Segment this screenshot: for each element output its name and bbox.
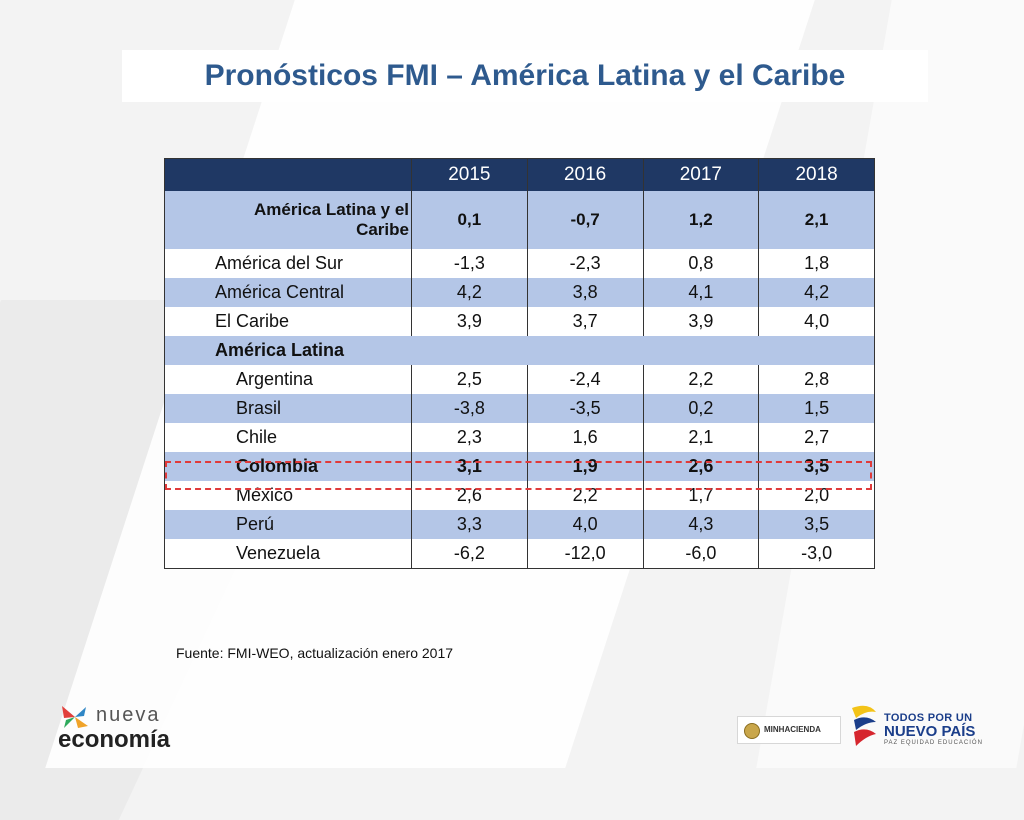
cell-value: 3,7: [526, 307, 643, 336]
row-label: Brasil: [164, 394, 412, 423]
table-row: Chile 2,3 1,6 2,1 2,7: [165, 423, 875, 452]
cell-value: -6,0: [642, 539, 759, 569]
cell-value: 2,1: [758, 191, 875, 249]
cell-value: 1,6: [526, 423, 643, 452]
cell-value: 4,0: [526, 510, 643, 539]
cell-value: 0,2: [642, 394, 759, 423]
header-year: 2015: [411, 158, 528, 191]
cell-value: 1,7: [642, 481, 759, 510]
slide-title: Pronósticos FMI – América Latina y el Ca…: [204, 59, 846, 92]
table-row-highlighted: Colombia 3,1 1,9 2,6 3,5: [164, 452, 875, 481]
cell-value: -0,7: [526, 191, 643, 249]
row-label: Venezuela: [236, 543, 321, 563]
cell-value: 2,2: [526, 481, 643, 510]
row-label: Chile: [236, 427, 278, 447]
logo-word-bottom: economía: [58, 726, 171, 753]
row-label: América Central: [164, 278, 412, 307]
forecast-table: 2015 2016 2017 2018 América Latina y el …: [164, 158, 875, 569]
cell-value: 3,3: [411, 510, 528, 539]
cell-value: 2,8: [758, 365, 875, 394]
flag-swoosh-icon: [852, 705, 876, 746]
header-year: 2017: [642, 158, 759, 191]
cell-value: 2,6: [642, 452, 759, 481]
group-empty-cell: [411, 336, 875, 365]
tpun-line3: PAZ EQUIDAD EDUCACIÓN: [884, 740, 983, 746]
cell-value: 4,1: [642, 278, 759, 307]
table-group-row: América Latina: [164, 336, 875, 365]
cell-value: -2,4: [526, 365, 643, 394]
table-row: Argentina 2,5 -2,4 2,2 2,8: [165, 365, 875, 394]
minhacienda-label: MINHACIENDA: [764, 725, 821, 734]
table-row-region: América Latina y el Caribe 0,1 -0,7 1,2 …: [164, 191, 875, 249]
row-label: El Caribe: [215, 311, 290, 331]
header-empty-cell: [164, 158, 412, 191]
table-row: América del Sur -1,3 -2,3 0,8 1,8: [165, 249, 875, 278]
cell-value: 3,9: [642, 307, 759, 336]
pinwheel-icon: [62, 706, 88, 728]
table-row: México 2,6 2,2 1,7 2,0: [165, 481, 875, 510]
row-label: México: [236, 485, 294, 505]
cell-value: 1,5: [758, 394, 875, 423]
table-header-row: 2015 2016 2017 2018: [164, 158, 875, 191]
row-label: Perú: [164, 510, 412, 539]
table-row: Venezuela -6,2 -12,0 -6,0 -3,0: [165, 539, 875, 569]
cell-value: -6,2: [411, 539, 528, 569]
cell-value: 2,1: [642, 423, 759, 452]
title-band: [122, 50, 928, 102]
row-label: Colombia: [164, 452, 412, 481]
cell-value: 3,9: [411, 307, 528, 336]
cell-value: 1,9: [526, 452, 643, 481]
cell-value: -3,5: [526, 394, 643, 423]
todos-por-un-nuevo-pais-logo: TODOS POR UN NUEVO PAÍS PAZ EQUIDAD EDUC…: [884, 712, 983, 746]
cell-value: 1,2: [642, 191, 759, 249]
table-row: América Central 4,2 3,8 4,1 4,2: [164, 278, 875, 307]
cell-value: 4,2: [758, 278, 875, 307]
row-label: Argentina: [236, 369, 314, 389]
cell-value: 3,1: [411, 452, 528, 481]
cell-value: 3,5: [758, 452, 875, 481]
cell-value: 2,0: [758, 481, 875, 510]
cell-value: -1,3: [411, 249, 528, 278]
seal-icon: [744, 723, 760, 739]
cell-value: -3,8: [411, 394, 528, 423]
cell-value: 2,7: [758, 423, 875, 452]
cell-value: 4,0: [758, 307, 875, 336]
header-year: 2018: [758, 158, 875, 191]
cell-value: 2,6: [411, 481, 528, 510]
row-label: América Latina y el Caribe: [164, 191, 412, 249]
logo-word-top: nueva: [96, 704, 161, 726]
cell-value: 0,1: [411, 191, 528, 249]
cell-value: 2,2: [642, 365, 759, 394]
tpun-line2: NUEVO PAÍS: [884, 723, 976, 740]
cell-value: 2,3: [411, 423, 528, 452]
table-row: El Caribe 3,9 3,7 3,9 4,0: [165, 307, 875, 336]
cell-value: 1,8: [758, 249, 875, 278]
row-label: América del Sur: [215, 253, 344, 273]
cell-value: 3,8: [526, 278, 643, 307]
cell-value: 4,3: [642, 510, 759, 539]
cell-value: -3,0: [758, 539, 875, 569]
cell-value: 0,8: [642, 249, 759, 278]
cell-value: 2,5: [411, 365, 528, 394]
tpun-line1: TODOS POR UN: [884, 712, 973, 724]
cell-value: 3,5: [758, 510, 875, 539]
table-row: Perú 3,3 4,0 4,3 3,5: [164, 510, 875, 539]
source-note: Fuente: FMI-WEO, actualización enero 201…: [176, 645, 454, 661]
cell-value: -12,0: [526, 539, 643, 569]
table-row: Brasil -3,8 -3,5 0,2 1,5: [164, 394, 875, 423]
cell-value: 4,2: [411, 278, 528, 307]
cell-value: -2,3: [526, 249, 643, 278]
nueva-economia-logo: nueva economía: [58, 704, 198, 760]
group-label: América Latina: [164, 336, 412, 365]
minhacienda-logo: MINHACIENDA: [737, 716, 841, 744]
header-year: 2016: [526, 158, 643, 191]
